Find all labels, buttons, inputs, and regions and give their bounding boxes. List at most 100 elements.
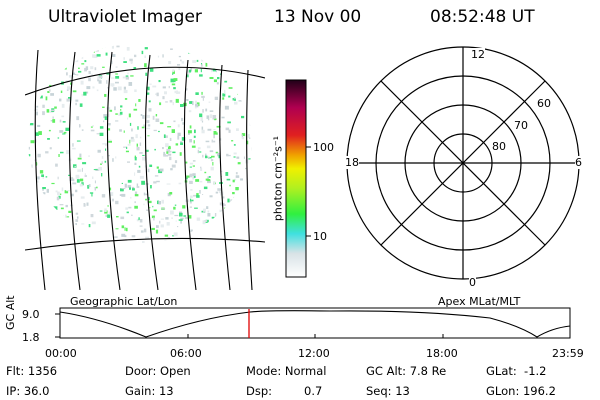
- emission-dot: [143, 203, 145, 206]
- emission-dot: [61, 103, 65, 108]
- emission-dot: [130, 136, 134, 141]
- emission-dot: [228, 95, 231, 98]
- emission-dot: [222, 93, 226, 97]
- emission-dot: [59, 98, 62, 102]
- emission-dot: [104, 208, 107, 212]
- emission-dot: [76, 74, 79, 76]
- emission-dot: [123, 89, 128, 94]
- emission-dot: [234, 178, 237, 181]
- emission-dot: [213, 118, 217, 120]
- emission-dot: [157, 55, 160, 58]
- emission-dot: [233, 144, 236, 146]
- emission-dot: [130, 75, 134, 77]
- emission-dot: [54, 106, 57, 109]
- emission-dot: [59, 193, 62, 195]
- emission-dot: [163, 153, 166, 157]
- emission-dot: [60, 90, 63, 93]
- emission-dot: [187, 74, 189, 78]
- emission-dot: [77, 169, 82, 172]
- emission-dot: [200, 117, 203, 122]
- y-label-low: 1.8: [22, 331, 40, 344]
- emission-dot: [80, 196, 85, 199]
- emission-dot: [168, 146, 171, 149]
- gc-alt-axis-label: GC Alt: [4, 295, 17, 330]
- emission-dot: [181, 61, 185, 64]
- emission-dot: [182, 205, 186, 209]
- emission-dot: [122, 76, 126, 79]
- emission-dot: [146, 86, 150, 91]
- emission-dot: [115, 113, 118, 115]
- emission-dot: [50, 93, 54, 96]
- emission-dot: [145, 149, 149, 152]
- emission-dot: [130, 196, 132, 199]
- emission-dot: [205, 153, 207, 157]
- emission-dot: [158, 130, 160, 133]
- emission-dot: [66, 216, 70, 218]
- dsp-label: Dsp:: [246, 384, 273, 398]
- emission-dot: [189, 180, 193, 184]
- emission-dot: [202, 109, 204, 113]
- emission-dot: [189, 162, 194, 165]
- emission-dot: [207, 128, 212, 131]
- emission-dot: [212, 162, 214, 166]
- emission-dot: [58, 195, 61, 199]
- emission-dot: [235, 187, 239, 191]
- emission-dot: [173, 232, 178, 237]
- emission-dot: [113, 87, 117, 91]
- emission-dot: [149, 83, 152, 85]
- emission-dot: [133, 67, 137, 69]
- emission-dot: [193, 194, 196, 197]
- emission-dot: [170, 78, 175, 83]
- emission-dot: [75, 59, 79, 63]
- emission-dot: [214, 96, 218, 100]
- emission-dot: [192, 176, 195, 180]
- emission-dot: [192, 173, 196, 176]
- emission-dot: [199, 190, 201, 194]
- emission-dot: [52, 119, 56, 123]
- emission-dot: [220, 170, 223, 172]
- emission-dot: [167, 126, 172, 128]
- emission-dot: [177, 135, 180, 140]
- emission-dot: [165, 143, 169, 148]
- emission-dot: [175, 220, 177, 222]
- emission-dot: [151, 215, 155, 219]
- emission-dot: [96, 133, 101, 135]
- emission-dot: [115, 73, 118, 75]
- emission-dot: [105, 214, 109, 217]
- emission-dot: [197, 150, 200, 153]
- emission-dot: [75, 212, 79, 215]
- emission-dot: [49, 147, 52, 150]
- emission-dot: [126, 146, 128, 149]
- emission-dot: [178, 182, 182, 185]
- emission-dot: [66, 72, 68, 76]
- emission-dot: [120, 105, 123, 108]
- emission-dot: [107, 113, 110, 117]
- emission-dot: [83, 203, 86, 207]
- emission-dot: [202, 154, 204, 158]
- emission-dot: [162, 54, 164, 58]
- emission-dot: [208, 176, 211, 178]
- emission-dot: [190, 198, 192, 202]
- emission-dot: [72, 182, 77, 185]
- emission-dot: [171, 83, 176, 86]
- emission-dot: [178, 66, 181, 71]
- emission-dot: [166, 151, 169, 154]
- emission-dot: [84, 175, 87, 177]
- emission-dot: [218, 155, 221, 159]
- emission-dot: [141, 50, 144, 55]
- emission-dot: [102, 66, 105, 68]
- emission-dot: [171, 217, 173, 219]
- emission-dot: [36, 105, 39, 108]
- emission-dot: [211, 216, 215, 219]
- emission-dot: [103, 120, 105, 123]
- emission-dot: [136, 183, 139, 187]
- emission-dot: [168, 61, 172, 65]
- emission-dot: [37, 124, 41, 127]
- emission-dot: [82, 162, 87, 165]
- emission-dot: [45, 96, 48, 101]
- emission-dot: [217, 152, 221, 157]
- emission-dot: [65, 204, 68, 208]
- emission-dot: [207, 118, 210, 121]
- emission-dot: [102, 143, 106, 145]
- emission-dot: [72, 143, 74, 147]
